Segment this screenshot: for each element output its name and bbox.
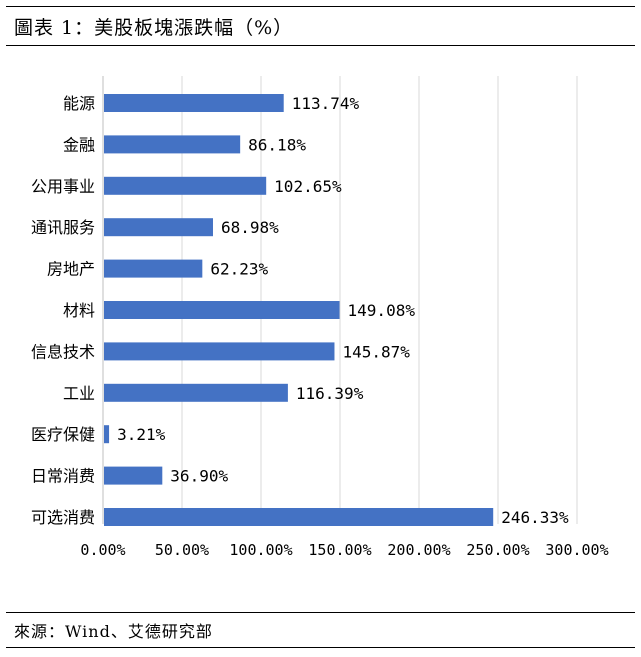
bar-7	[104, 342, 335, 361]
bar-chart: 能源 113.74% 金融 86.18% 公用事业 102.65% 通讯服务 68.98% 房地…	[31, 76, 609, 559]
data-label: 145.87%	[342, 342, 410, 361]
bar-8	[104, 383, 288, 402]
chart-title-bar: 圖表 1：美股板塊漲跌幅（%）	[6, 6, 635, 46]
x-tick-label: 100.00%	[229, 541, 292, 559]
category-label: 金融	[63, 135, 95, 154]
x-tick-label: 200.00%	[387, 541, 450, 559]
data-label: 102.65%	[274, 177, 342, 196]
category-label: 公用事业	[31, 177, 95, 196]
category-label: 日常消费	[31, 467, 95, 486]
category-label: 能源	[63, 94, 95, 113]
category-label: 材料	[63, 301, 95, 320]
bar-10	[104, 466, 163, 485]
category-label: 医疗保健	[31, 425, 95, 444]
bar-2	[104, 135, 241, 154]
bar-4	[104, 218, 213, 237]
category-label: 工业	[63, 384, 95, 403]
data-label: 68.98%	[221, 218, 279, 237]
data-label: 3.21%	[117, 425, 166, 444]
source-note: 來源：Wind、艾德研究部	[14, 622, 213, 641]
bar-5	[104, 259, 203, 278]
data-label: 246.33%	[501, 508, 569, 527]
category-label: 信息技术	[31, 342, 95, 361]
data-label: 36.90%	[170, 467, 228, 486]
x-tick-label: 150.00%	[308, 541, 371, 559]
data-label: 113.74%	[292, 94, 360, 113]
bar-3	[104, 176, 267, 195]
data-label: 116.39%	[296, 384, 364, 403]
x-tick-label: 300.00%	[545, 541, 608, 559]
data-label: 149.08%	[348, 301, 416, 320]
chart-area: 能源 113.74% 金融 86.18% 公用事业 102.65% 通讯服务 68.98% 房地…	[6, 46, 635, 612]
data-label: 86.18%	[248, 135, 306, 154]
category-label: 可选消费	[31, 508, 95, 527]
x-tick-label: 0.00%	[80, 541, 125, 559]
category-label: 通讯服务	[31, 218, 95, 237]
bar-9	[104, 425, 110, 444]
bar-11	[104, 508, 494, 526]
x-tick-label: 50.00%	[155, 541, 209, 559]
x-tick-label: 250.00%	[466, 541, 529, 559]
chart-title: 圖表 1：美股板塊漲跌幅（%）	[14, 16, 294, 39]
bar-1	[104, 94, 284, 112]
bar-6	[104, 301, 340, 319]
source-bar: 來源：Wind、艾德研究部	[6, 612, 635, 648]
category-label: 房地产	[47, 260, 95, 279]
data-label: 62.23%	[210, 260, 268, 279]
